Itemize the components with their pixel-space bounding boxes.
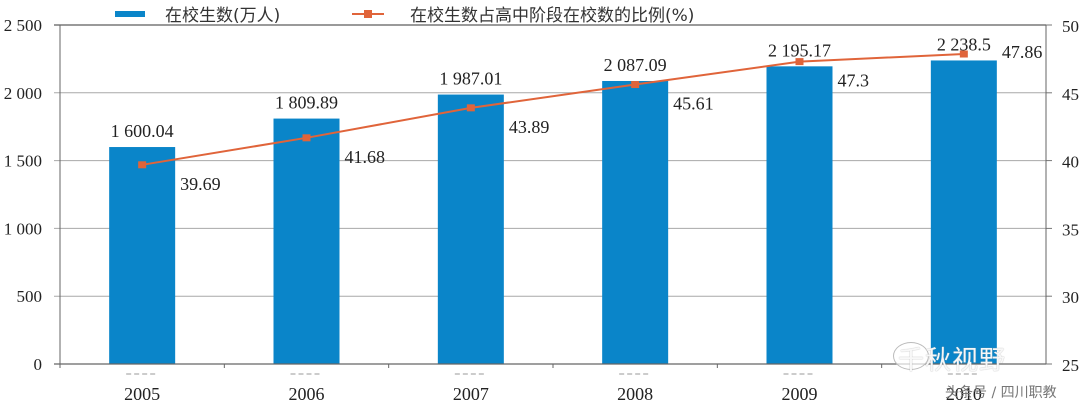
left-axis-tick-label: 2 000	[4, 84, 42, 103]
bar-series	[109, 60, 997, 364]
bar-2006	[273, 118, 340, 364]
ratio-line	[142, 53, 964, 166]
bar-2005	[109, 147, 176, 364]
x-axis-label: 2010	[946, 384, 982, 404]
bar-value-label: 1 987.01	[439, 69, 502, 89]
right-axis-tick-label: 30	[1062, 288, 1079, 307]
right-axis-tick-label: 50	[1062, 17, 1079, 36]
x-axis-label: 2007	[453, 384, 489, 404]
left-axis-tick-label: 1 000	[4, 219, 42, 238]
legend: 在校生数(万人) 在校生数占高中阶段在校数的比例(%)	[0, 0, 1080, 26]
bar-2008	[602, 80, 669, 364]
legend-item-enrollment: 在校生数(万人)	[115, 1, 280, 26]
line-marker-swatch-icon	[352, 9, 384, 18]
x-axis-label: 2008	[617, 384, 653, 404]
line-series	[138, 50, 968, 169]
left-axis-tick-label: 0	[34, 355, 43, 374]
left-axis-tick-label: 500	[17, 287, 43, 306]
right-axis-tick-label: 40	[1062, 153, 1079, 172]
watermark-main: 千秋视野	[898, 346, 1007, 376]
line-marker-icon	[138, 161, 147, 169]
bar-value-label: 2 195.17	[768, 40, 831, 60]
gridlines	[54, 24, 1046, 297]
axes: 0 500 1 000 1 500 2 000 2 500 25 30 35 40 45 50 2005…	[4, 16, 1079, 404]
data-labels: 1 600.04 1 809.89 1 987.01 2 087.09 2 195.17…	[111, 34, 1043, 193]
legend-label-enrollment: 在校生数(万人)	[165, 6, 281, 26]
watermark-sub: 头条号 / 四川职教	[945, 385, 1057, 401]
ratio-value-label: 39.69	[180, 174, 221, 194]
ratio-value-label: 45.61	[673, 94, 714, 114]
line-marker-icon	[302, 134, 311, 142]
bar-value-label: 1 600.04	[111, 121, 174, 141]
line-marker-icon	[631, 81, 640, 89]
x-axis-label: 2006	[289, 384, 325, 404]
ratio-value-label: 43.89	[509, 117, 550, 137]
ratio-value-label: 41.68	[345, 147, 386, 167]
x-axis-label: 2009	[782, 384, 818, 404]
bar-value-label: 1 809.89	[275, 93, 338, 113]
legend-item-ratio: 在校生数占高中阶段在校数的比例(%)	[352, 1, 694, 26]
line-marker-icon	[959, 50, 968, 58]
bar-swatch-icon	[115, 10, 145, 17]
ratio-value-label: 47.86	[1002, 42, 1042, 62]
bar-2010	[930, 60, 997, 364]
right-axis-tick-label: 25	[1062, 356, 1079, 375]
left-axis-tick-label: 2 500	[4, 16, 42, 35]
right-axis-tick-label: 45	[1062, 85, 1079, 104]
line-marker-icon	[466, 104, 475, 112]
bar-2009	[766, 66, 833, 364]
bar-value-label: 2 087.09	[604, 55, 667, 75]
legend-label-ratio: 在校生数占高中阶段在校数的比例(%)	[410, 6, 695, 26]
bar-2007	[437, 94, 504, 364]
x-axis-label: 2005	[124, 384, 160, 404]
line-marker-icon	[795, 58, 804, 66]
left-axis-tick-label: 1 500	[4, 152, 42, 171]
ratio-value-label: 47.3	[838, 71, 870, 91]
chat-bubble-icon	[893, 342, 929, 370]
right-axis-tick-label: 35	[1062, 220, 1079, 239]
bar-value-label: 2 238.5	[937, 34, 991, 54]
